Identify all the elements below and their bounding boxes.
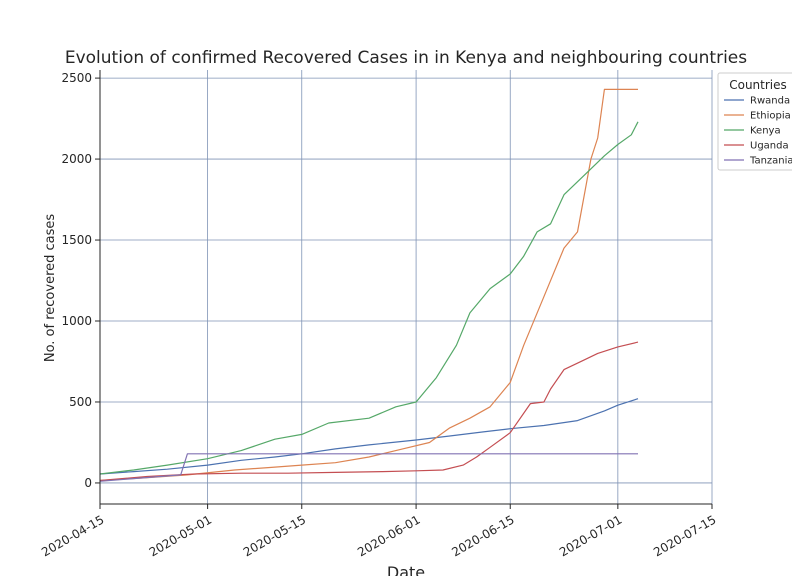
chart-title: Evolution of confirmed Recovered Cases i… xyxy=(65,48,747,68)
y-axis-label: No. of recovered cases xyxy=(43,214,58,363)
x-tick-labels: 2020-04-15 2020-05-01 2020-05-15 2020-06-01… xyxy=(39,504,719,559)
legend-title: Countries xyxy=(729,78,787,92)
x-tick-label: 2020-05-01 xyxy=(147,512,214,559)
y-tick-label: 2500 xyxy=(61,71,92,85)
series-line-kenya xyxy=(99,121,639,475)
x-tick-label: 2020-06-15 xyxy=(449,512,516,559)
legend-label-tanzania: Tanzania xyxy=(749,156,792,167)
x-tick-label: 2020-07-15 xyxy=(651,512,718,559)
legend-label-uganda: Uganda xyxy=(750,141,789,152)
series-line-uganda xyxy=(99,341,639,482)
legend-label-rwanda: Rwanda xyxy=(750,96,790,107)
y-tick-label: 500 xyxy=(69,395,92,409)
x-tick-label: 2020-06-01 xyxy=(355,512,422,559)
y-tick-label: 1500 xyxy=(61,233,92,247)
series-lines xyxy=(99,88,639,482)
x-axis-label: Date xyxy=(387,563,425,576)
legend: Countries Rwanda Ethiopia Kenya Uganda Tanza… xyxy=(717,72,792,171)
y-tick-label: 1000 xyxy=(61,314,92,328)
legend-label-ethiopia: Ethiopia xyxy=(750,111,791,122)
y-tick-label: 0 xyxy=(84,476,92,490)
legend-label-kenya: Kenya xyxy=(750,126,781,137)
grid xyxy=(99,70,713,504)
x-tick-label: 2020-05-15 xyxy=(241,512,308,559)
y-tick-labels: 0 500 1000 1500 2000 2500 xyxy=(61,71,100,490)
series-line-rwanda xyxy=(99,398,639,475)
y-tick-label: 2000 xyxy=(61,152,92,166)
series-line-tanzania xyxy=(99,453,638,482)
axes xyxy=(99,70,712,505)
x-tick-label: 2020-07-01 xyxy=(557,512,624,559)
series-line-ethiopia xyxy=(99,88,638,482)
x-tick-label: 2020-04-15 xyxy=(39,512,106,559)
legend-frame xyxy=(717,72,792,171)
